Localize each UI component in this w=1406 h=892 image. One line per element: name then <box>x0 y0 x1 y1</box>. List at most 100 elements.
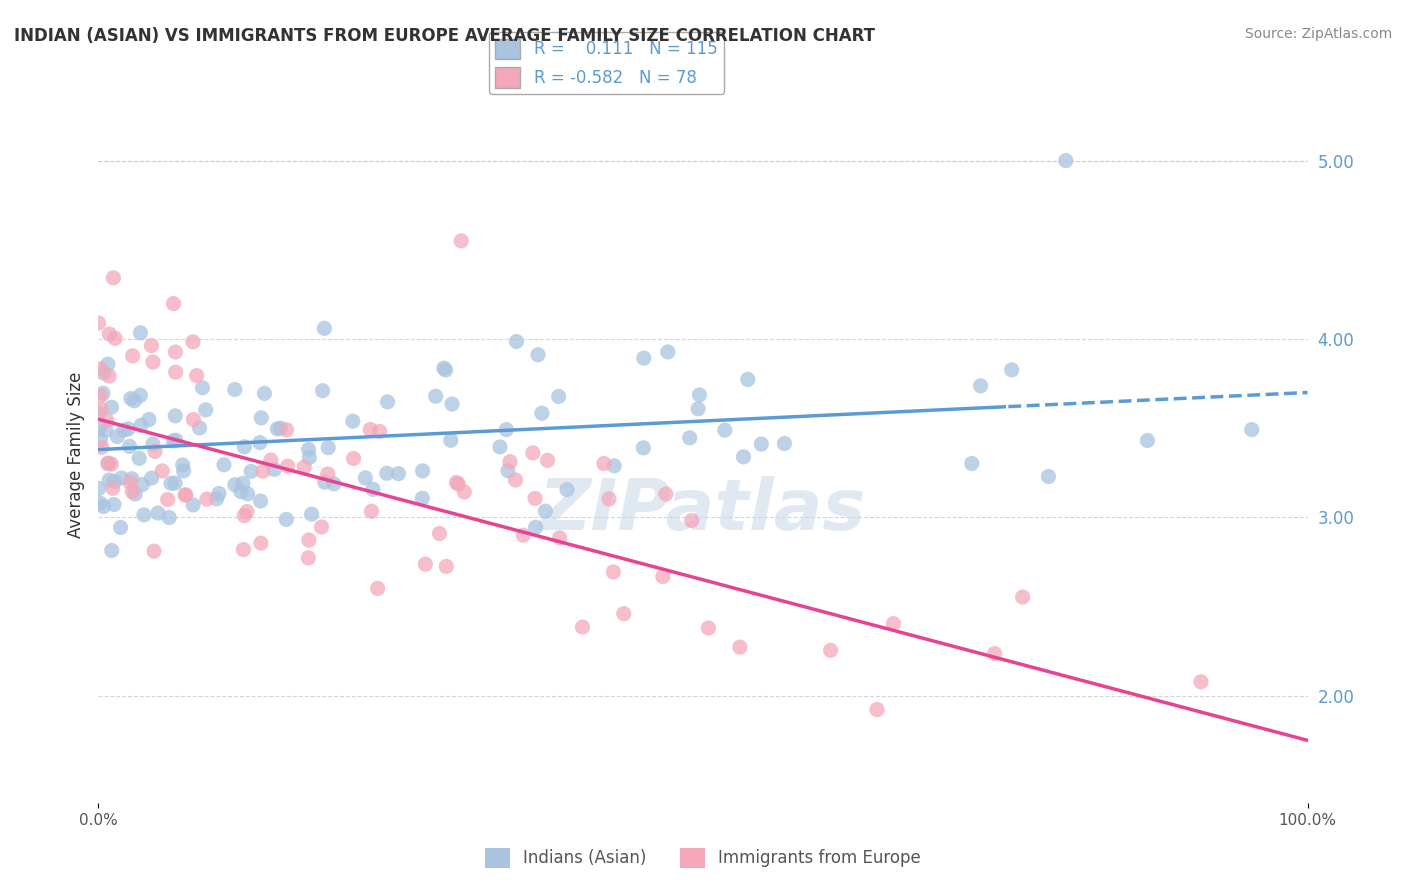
Point <box>440 434 463 448</box>
Point <box>89 433 111 447</box>
Point <box>96 413 118 427</box>
Point <box>87 422 110 436</box>
Point <box>425 389 447 403</box>
Point <box>512 528 534 542</box>
Point <box>434 363 457 377</box>
Y-axis label: Average Family Size: Average Family Size <box>66 372 84 538</box>
Point <box>530 406 553 420</box>
Point <box>360 504 382 518</box>
Point <box>181 498 204 512</box>
Point <box>194 403 217 417</box>
Point <box>820 643 842 657</box>
Point <box>592 457 614 471</box>
Point <box>250 410 273 425</box>
Point <box>104 331 127 345</box>
Point <box>411 491 433 506</box>
Point <box>983 647 1005 661</box>
Point <box>128 451 150 466</box>
Point <box>499 455 522 469</box>
Point <box>191 381 214 395</box>
Point <box>496 464 519 478</box>
Point <box>165 365 187 379</box>
Point <box>188 421 211 435</box>
Point <box>297 550 319 565</box>
Point <box>205 491 228 506</box>
Point <box>117 422 139 436</box>
Point <box>229 484 252 499</box>
Point <box>232 476 254 491</box>
Point <box>100 543 122 558</box>
Point <box>387 467 409 481</box>
Point <box>524 520 547 534</box>
Text: Source: ZipAtlas.com: Source: ZipAtlas.com <box>1244 27 1392 41</box>
Point <box>90 388 112 402</box>
Point <box>316 467 339 481</box>
Point <box>657 345 679 359</box>
Point <box>90 402 112 417</box>
Point <box>495 423 517 437</box>
Point <box>311 520 333 534</box>
Point <box>571 620 593 634</box>
Point <box>534 504 557 518</box>
Point <box>505 473 527 487</box>
Point <box>121 472 143 486</box>
Point <box>87 482 110 496</box>
Point <box>131 477 153 491</box>
Point <box>1054 153 1077 168</box>
Point <box>103 498 125 512</box>
Point <box>156 492 179 507</box>
Point <box>101 481 124 495</box>
Point <box>773 436 796 450</box>
Point <box>236 487 259 501</box>
Point <box>118 439 141 453</box>
Point <box>232 542 254 557</box>
Point <box>186 368 208 383</box>
Point <box>165 409 187 423</box>
Point <box>633 351 655 365</box>
Point <box>165 345 187 359</box>
Point <box>120 392 142 406</box>
Point <box>1240 423 1263 437</box>
Legend: Indians (Asian), Immigrants from Europe: Indians (Asian), Immigrants from Europe <box>478 841 928 875</box>
Point <box>98 369 121 384</box>
Point <box>1189 674 1212 689</box>
Point <box>98 326 121 341</box>
Point <box>733 450 755 464</box>
Point <box>132 508 155 522</box>
Point <box>714 423 737 437</box>
Point <box>681 514 703 528</box>
Point <box>141 471 163 485</box>
Point <box>181 334 204 349</box>
Point <box>208 486 231 500</box>
Point <box>276 512 298 526</box>
Point <box>89 496 111 510</box>
Point <box>97 357 120 371</box>
Point <box>105 429 128 443</box>
Point <box>93 500 115 514</box>
Point <box>361 483 384 497</box>
Point <box>301 507 323 521</box>
Point <box>174 488 197 502</box>
Point <box>162 434 184 448</box>
Point <box>100 457 122 471</box>
Point <box>412 464 434 478</box>
Point <box>603 458 626 473</box>
Point <box>882 616 904 631</box>
Point <box>737 372 759 386</box>
Point <box>124 393 146 408</box>
Point <box>174 488 197 502</box>
Point <box>249 435 271 450</box>
Point <box>314 321 336 335</box>
Point <box>160 476 183 491</box>
Point <box>146 506 169 520</box>
Point <box>90 361 112 376</box>
Point <box>100 400 122 414</box>
Point <box>233 440 256 454</box>
Point <box>120 475 142 490</box>
Point <box>316 441 339 455</box>
Point <box>129 326 152 340</box>
Point <box>172 458 194 472</box>
Point <box>103 475 125 489</box>
Point <box>368 425 391 439</box>
Point <box>655 487 678 501</box>
